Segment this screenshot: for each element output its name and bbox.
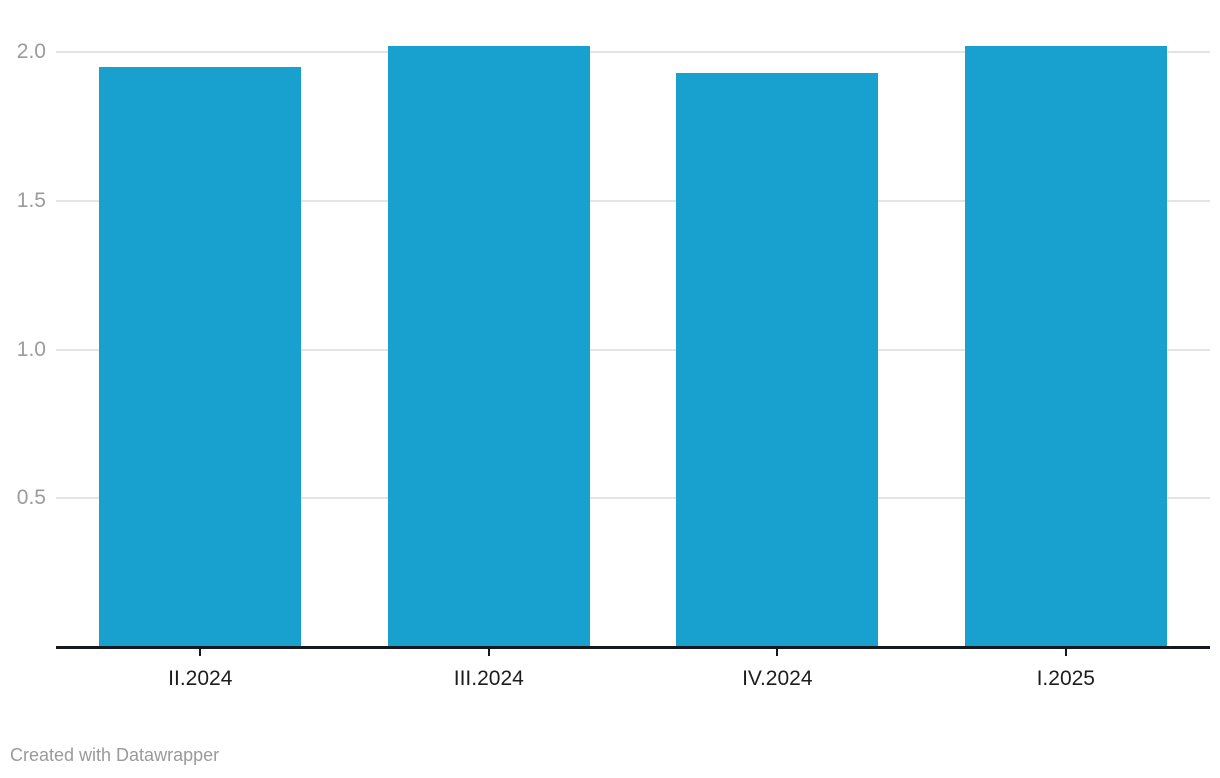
- datawrapper-attribution-link[interactable]: Created with Datawrapper: [10, 745, 220, 765]
- bar-III.2024[interactable]: [387, 46, 590, 647]
- bar-I.2025[interactable]: [964, 46, 1167, 647]
- x-axis-baseline: [56, 645, 1210, 649]
- gridline-1.0: [56, 348, 1210, 351]
- x-tick-label: IV.2024: [742, 667, 813, 690]
- x-tick-mark: [776, 648, 779, 656]
- y-tick-label: 0.5: [16, 486, 46, 510]
- bar-II.2024[interactable]: [99, 66, 302, 647]
- bar-chart-plot-area: 0.5 1.0 1.5 2.0 II.2024 III.2024 IV.2024 I.202…: [16, 40, 1210, 690]
- bar-IV.2024[interactable]: [676, 72, 879, 647]
- x-tick-mark: [487, 648, 490, 656]
- gridline-2.0: [56, 51, 1210, 53]
- x-tick-mark: [1064, 648, 1067, 656]
- gridline-1.5: [56, 199, 1210, 202]
- y-tick-label: 1.5: [16, 188, 46, 212]
- x-tick-mark: [199, 648, 202, 656]
- y-tick-label: 1.0: [16, 337, 46, 361]
- x-tick-label: I.2025: [1036, 667, 1095, 690]
- gridline-0.5: [56, 497, 1210, 500]
- x-tick-label: II.2024: [168, 667, 233, 690]
- x-tick-label: III.2024: [453, 667, 524, 690]
- y-tick-label: 2.0: [16, 40, 46, 63]
